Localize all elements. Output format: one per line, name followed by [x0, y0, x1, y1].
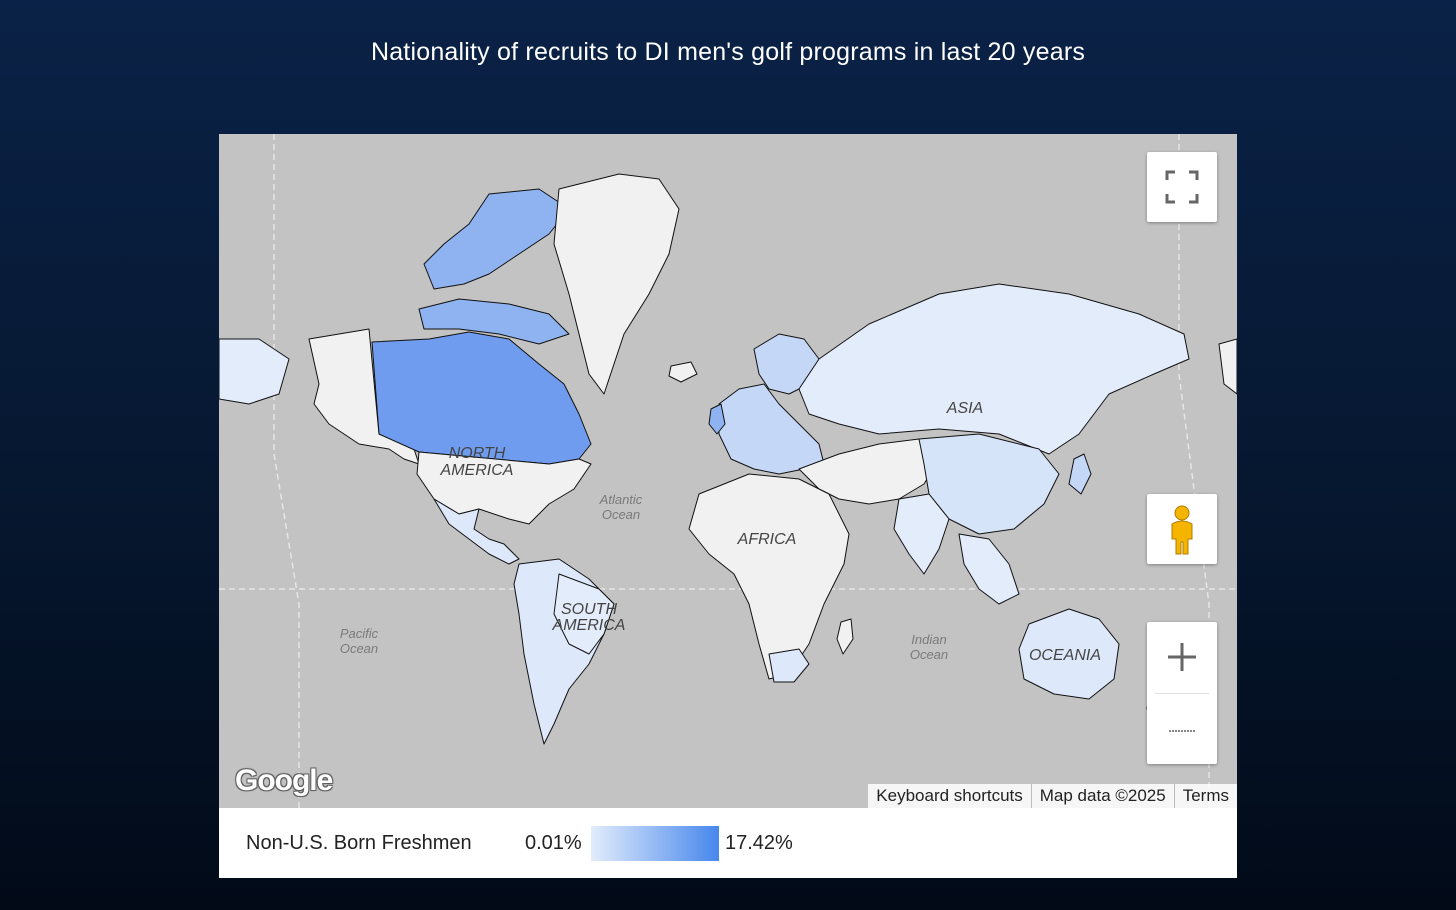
region-russia-west-wrap[interactable]: [219, 338, 290, 405]
region-japan[interactable]: [1068, 453, 1092, 495]
label-atlantic-2: Ocean: [602, 507, 640, 522]
region-south-africa[interactable]: [768, 648, 810, 683]
legend-label: Non-U.S. Born Freshmen: [246, 832, 472, 854]
world-map[interactable]: NORTH AMERICA SOUTH AMERICA AFRICA ASIA …: [219, 134, 1237, 808]
chart-title: Nationality of recruits to DI men's golf…: [370, 38, 1086, 66]
label-africa: AFRICA: [737, 531, 797, 548]
region-china[interactable]: [918, 433, 1060, 535]
google-logo[interactable]: Google: [235, 764, 333, 797]
region-africa[interactable]: [688, 473, 850, 680]
region-brazil[interactable]: [553, 573, 615, 655]
region-australia[interactable]: [1018, 608, 1120, 700]
map-attribution: Keyboard shortcuts Map data ©2025 Terms: [868, 784, 1237, 808]
fullscreen-icon: [1165, 170, 1199, 204]
plus-icon: [1168, 643, 1196, 671]
zoom-separator: [1155, 693, 1209, 694]
map-canvas[interactable]: NORTH AMERICA SOUTH AMERICA AFRICA ASIA …: [219, 134, 1237, 808]
keyboard-shortcuts-link[interactable]: Keyboard shortcuts: [876, 786, 1023, 805]
region-alaska-east-wrap[interactable]: [1218, 338, 1237, 395]
zoom-out-button[interactable]: [1147, 694, 1217, 764]
label-oceania: OCEANIA: [1029, 647, 1101, 664]
region-iceland[interactable]: [668, 361, 698, 383]
label-indian-1: Indian: [911, 632, 946, 647]
zoom-in-button[interactable]: [1147, 622, 1217, 692]
region-central-asia[interactable]: [798, 438, 940, 505]
map-data-text: Map data ©2025: [1030, 784, 1174, 808]
region-russia[interactable]: [798, 283, 1190, 455]
label-south-america-2: AMERICA: [552, 617, 626, 634]
terms-link[interactable]: Terms: [1173, 784, 1237, 808]
zoom-control: [1147, 622, 1217, 764]
legend-gradient-bar: [591, 826, 719, 861]
region-se-asia[interactable]: [958, 533, 1020, 605]
street-view-pegman[interactable]: [1147, 494, 1217, 564]
color-legend: Non-U.S. Born Freshmen 0.01% 17.42%: [219, 808, 1237, 878]
label-south-america-1: SOUTH: [561, 601, 617, 618]
region-greenland[interactable]: [553, 173, 680, 395]
label-north-america-2: AMERICA: [440, 462, 514, 479]
region-india[interactable]: [893, 493, 950, 575]
label-pacific-2: Ocean: [340, 641, 378, 656]
region-canada-north[interactable]: [423, 188, 570, 290]
label-north-america-1: NORTH: [449, 445, 506, 462]
label-atlantic-1: Atlantic: [599, 492, 643, 507]
pegman-icon: [1171, 505, 1193, 555]
region-uk[interactable]: [708, 403, 726, 435]
label-pacific-1: Pacific: [340, 626, 379, 641]
legend-max: 17.42%: [725, 832, 793, 854]
region-canada-islands[interactable]: [418, 298, 570, 345]
fullscreen-button[interactable]: [1147, 152, 1217, 222]
label-indian-2: Ocean: [910, 647, 948, 662]
region-mexico[interactable]: [433, 498, 520, 565]
label-asia: ASIA: [946, 400, 983, 417]
minus-icon: [1169, 730, 1195, 732]
legend-min: 0.01%: [525, 832, 582, 854]
region-madagascar[interactable]: [836, 618, 854, 655]
